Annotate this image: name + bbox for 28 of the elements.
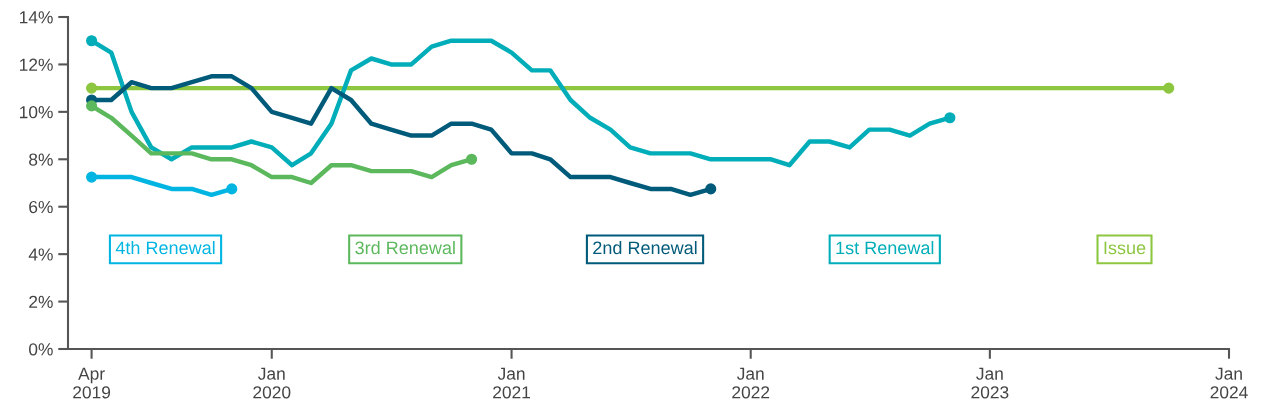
point [944, 112, 956, 124]
point [466, 153, 478, 165]
y-tick-label: 8% [29, 153, 53, 166]
point [86, 82, 98, 94]
text: 3rd Renewal [355, 240, 455, 255]
x-tick-label: Jan 2020 [253, 367, 291, 399]
point [86, 100, 98, 112]
y-tick-label: 12% [19, 58, 53, 71]
point [1163, 82, 1175, 94]
x-tick-label: Jan 2024 [1210, 367, 1248, 399]
text: 2nd Renewal [593, 240, 697, 255]
point [86, 35, 98, 47]
text: 1st Renewal [836, 240, 934, 255]
y-tick-label: 14% [19, 11, 53, 24]
y-tick-label: 0% [29, 343, 53, 356]
text: 4th Renewal [115, 240, 215, 255]
text: Issue [1104, 241, 1146, 255]
point [226, 183, 238, 195]
x-tick-label: Jan 2022 [732, 367, 770, 399]
y-tick-label: 4% [28, 248, 53, 261]
y-tick-label: 10% [19, 106, 53, 119]
point [86, 171, 98, 183]
x-tick-label: Jan 2021 [493, 367, 531, 399]
y-tick-label: 2% [29, 295, 53, 308]
y-tick-label: 6% [29, 200, 53, 214]
point [705, 183, 717, 195]
x-tick-label: Apr 2019 [73, 367, 111, 399]
x-tick-label: Jan 2023 [971, 367, 1009, 399]
